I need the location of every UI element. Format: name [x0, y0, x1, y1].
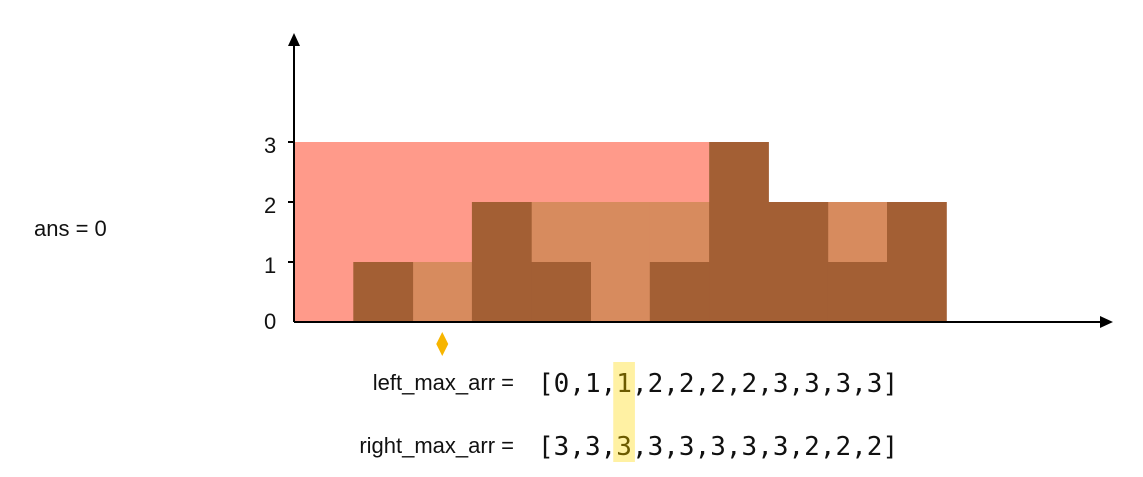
comma: ,	[757, 369, 773, 399]
water-cells	[412, 202, 888, 322]
left-max-arr-values: [0,1,1,2,2,2,2,3,3,3,3]	[538, 369, 898, 399]
bracket: ]	[882, 432, 898, 462]
comma: ,	[569, 432, 585, 462]
ans-label: ans = 0	[34, 216, 107, 241]
right-max-value: 2	[867, 432, 883, 462]
comma: ,	[851, 369, 867, 399]
left-max-value: 1	[616, 369, 632, 399]
right-max-value: 3	[648, 432, 664, 462]
right-max-arr-values: [3,3,3,3,3,3,3,3,2,2,2]	[538, 432, 898, 462]
comma: ,	[632, 432, 648, 462]
current-index-highlight	[613, 362, 635, 462]
right-max-value: 3	[742, 432, 758, 462]
comma: ,	[663, 432, 679, 462]
elevation-bar	[353, 262, 414, 322]
x-axis-arrow-icon	[1100, 316, 1113, 328]
comma: ,	[820, 369, 836, 399]
bracket: [	[538, 369, 554, 399]
left-max-value: 2	[648, 369, 664, 399]
bracket: [	[538, 432, 554, 462]
y-tick-label: 1	[264, 253, 276, 278]
right-max-value: 3	[773, 432, 789, 462]
water-cell	[412, 262, 473, 322]
water-cell	[649, 202, 710, 262]
comma: ,	[726, 432, 742, 462]
comma: ,	[789, 369, 805, 399]
left-max-value: 2	[742, 369, 758, 399]
left-max-value: 3	[835, 369, 851, 399]
elevation-bar	[768, 202, 829, 322]
y-tick-label: 0	[264, 309, 276, 334]
comma: ,	[789, 432, 805, 462]
comma: ,	[601, 432, 617, 462]
left-max-value: 1	[585, 369, 601, 399]
left-max-value: 0	[554, 369, 570, 399]
left-max-arr-label: left_max_arr =	[373, 370, 514, 395]
y-tick-marks	[288, 141, 294, 263]
right-max-value: 3	[554, 432, 570, 462]
right-max-value: 3	[616, 432, 632, 462]
elevation-bars	[353, 142, 947, 322]
comma: ,	[757, 432, 773, 462]
elevation-bar	[471, 202, 532, 322]
water-cell	[827, 202, 888, 262]
left-max-value: 3	[867, 369, 883, 399]
y-tick-label: 3	[264, 133, 276, 158]
elevation-bar	[827, 262, 888, 322]
y-tick-label: 2	[264, 193, 276, 218]
left-max-value: 2	[679, 369, 695, 399]
comma: ,	[695, 369, 711, 399]
left-max-value: 2	[710, 369, 726, 399]
comma: ,	[663, 369, 679, 399]
right-max-value: 3	[710, 432, 726, 462]
water-cell	[531, 202, 591, 262]
right-max-value: 3	[585, 432, 601, 462]
comma: ,	[726, 369, 742, 399]
elevation-bar	[531, 262, 591, 322]
elevation-bar	[887, 202, 947, 322]
right-max-value: 2	[804, 432, 820, 462]
comma: ,	[569, 369, 585, 399]
comma: ,	[851, 432, 867, 462]
comma: ,	[820, 432, 836, 462]
comma: ,	[632, 369, 648, 399]
left-max-value: 3	[773, 369, 789, 399]
right-max-value: 3	[679, 432, 695, 462]
y-axis-arrow-icon	[288, 33, 300, 46]
water-cell	[590, 202, 651, 322]
comma: ,	[695, 432, 711, 462]
bracket: ]	[882, 369, 898, 399]
current-index-marker-icon	[436, 332, 449, 356]
right-max-arr-label: right_max_arr =	[359, 433, 514, 458]
comma: ,	[601, 369, 617, 399]
elevation-bar	[709, 142, 769, 322]
left-max-value: 3	[804, 369, 820, 399]
right-max-value: 2	[835, 432, 851, 462]
elevation-bar	[649, 262, 710, 322]
